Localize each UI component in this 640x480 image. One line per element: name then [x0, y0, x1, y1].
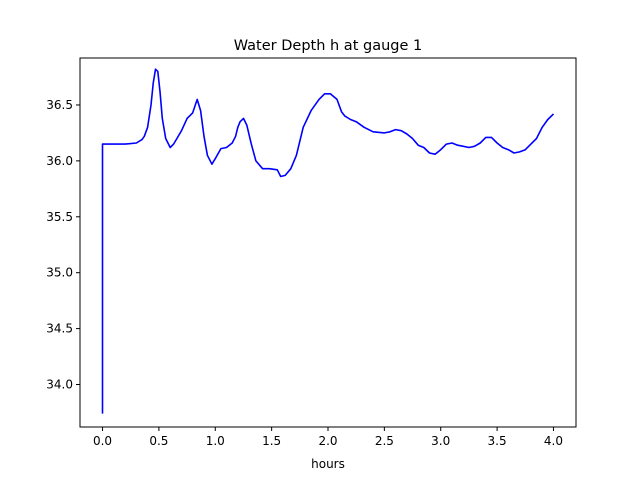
y-tick-label: 35.0 — [46, 266, 73, 280]
series-layer — [101, 68, 555, 414]
x-tick-label: 3.0 — [431, 434, 450, 448]
y-tick-label: 35.5 — [46, 210, 73, 224]
x-axis-label: hours — [311, 457, 345, 471]
y-tick-label: 34.5 — [46, 322, 73, 336]
x-axis: 0.0 0.5 1.0 1.5 2.0 2.5 3.0 3.5 4.0 — [93, 427, 563, 448]
series-line-0 — [101, 68, 555, 414]
x-tick-label: 1.5 — [262, 434, 281, 448]
y-tick-label: 34.0 — [46, 378, 73, 392]
y-tick-label: 36.0 — [46, 154, 73, 168]
x-tick-label: 0.5 — [149, 434, 168, 448]
y-tick-label: 36.5 — [46, 98, 73, 112]
x-tick-label: 0.0 — [93, 434, 112, 448]
x-tick-label: 2.0 — [318, 434, 337, 448]
x-tick-label: 4.0 — [544, 434, 563, 448]
y-axis: 34.0 34.5 35.0 35.5 36.0 36.5 — [46, 98, 80, 392]
chart-title: Water Depth h at gauge 1 — [234, 38, 422, 54]
x-tick-label: 3.5 — [488, 434, 507, 448]
x-tick-label: 2.5 — [375, 434, 394, 448]
x-tick-label: 1.0 — [206, 434, 225, 448]
